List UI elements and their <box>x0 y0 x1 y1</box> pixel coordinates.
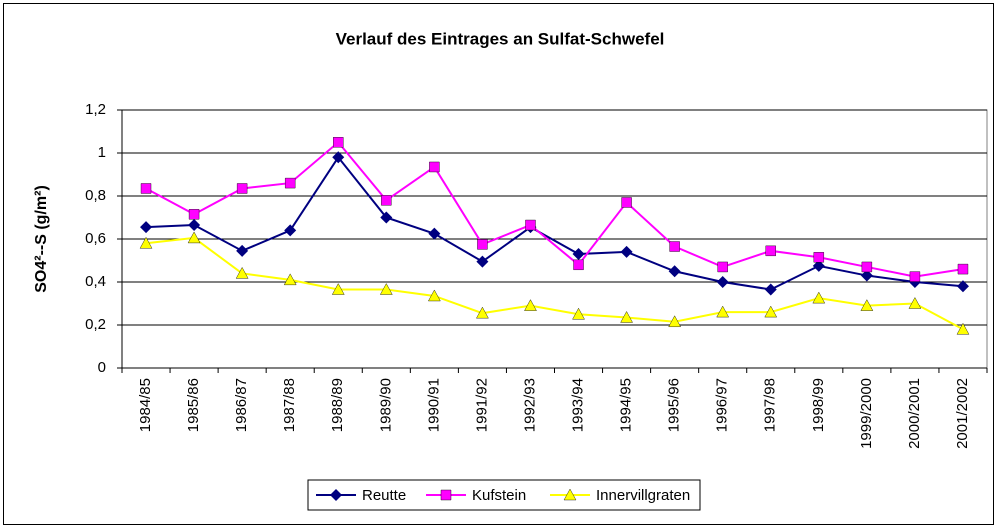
x-tick-label: 1992/93 <box>521 378 538 432</box>
data-point <box>476 306 489 319</box>
x-tick-label: 1996/97 <box>714 378 731 432</box>
x-tick-label: 1991/92 <box>473 378 490 432</box>
data-point <box>236 244 249 257</box>
y-tick-label: 0 <box>98 359 106 376</box>
data-point <box>716 305 730 318</box>
data-point <box>331 283 345 295</box>
legend-label: Reutte <box>362 487 406 504</box>
data-point <box>669 241 680 252</box>
data-point <box>283 273 297 286</box>
data-point <box>428 289 441 302</box>
legend-item: Kufstein <box>426 487 526 504</box>
x-tick-label: 2001/2002 <box>954 378 971 449</box>
data-point <box>236 183 248 194</box>
data-point <box>524 299 537 311</box>
y-tick-label: 0,2 <box>85 316 106 333</box>
x-tick-label: 2000/2001 <box>906 378 923 449</box>
data-point <box>764 305 778 318</box>
series-line <box>145 140 964 278</box>
data-point <box>284 177 296 189</box>
legend-label: Innervillgraten <box>596 487 690 504</box>
data-point <box>812 259 825 272</box>
y-tick-label: 0,6 <box>85 230 106 247</box>
x-tick-label: 1988/89 <box>329 378 346 432</box>
series-line <box>145 155 964 291</box>
data-point <box>428 227 441 240</box>
data-point <box>379 283 393 295</box>
data-point <box>284 224 297 237</box>
data-point <box>956 322 970 335</box>
data-point <box>140 221 153 234</box>
chart-title: Verlauf des Eintrages an Sulfat-Schwefel <box>336 29 665 48</box>
data-point <box>187 231 201 244</box>
data-point <box>764 283 777 296</box>
data-point <box>139 236 153 249</box>
data-point <box>572 307 585 320</box>
series-line <box>145 236 964 331</box>
y-tick-label: 0,4 <box>85 273 106 290</box>
data-point <box>188 209 200 220</box>
data-point <box>380 211 393 224</box>
x-tick-label: 1987/88 <box>281 378 298 432</box>
data-point <box>188 219 201 232</box>
x-tick-label: 1997/98 <box>762 378 779 432</box>
data-point <box>908 297 922 309</box>
data-point <box>477 239 488 250</box>
data-point <box>525 219 536 231</box>
legend-label: Kufstein <box>472 487 526 504</box>
y-tick-label: 1,2 <box>85 101 106 118</box>
data-point <box>957 263 969 275</box>
legend-marker <box>330 489 342 501</box>
data-point <box>765 245 776 257</box>
x-tick-label: 1989/90 <box>377 378 394 432</box>
data-point <box>620 245 633 258</box>
data-point <box>572 248 585 261</box>
x-tick-label: 1995/96 <box>666 378 683 432</box>
data-point <box>429 161 440 173</box>
data-point <box>668 265 681 278</box>
data-point <box>812 291 826 304</box>
x-tick-label: 1985/86 <box>185 378 202 432</box>
data-point <box>861 261 873 273</box>
legend-marker <box>563 488 577 501</box>
y-tick-label: 0,8 <box>85 187 106 204</box>
data-point <box>332 151 345 164</box>
data-point <box>813 252 825 263</box>
legend-item: Reutte <box>316 487 406 504</box>
x-tick-label: 1990/91 <box>425 378 442 432</box>
x-tick-label: 1984/85 <box>137 378 154 432</box>
x-tick-label: 1993/94 <box>569 378 586 432</box>
data-point <box>860 299 874 311</box>
data-point <box>235 266 249 279</box>
x-tick-label: 1999/2000 <box>858 378 875 449</box>
data-point <box>717 261 728 273</box>
data-point <box>381 195 392 206</box>
x-tick-label: 1994/95 <box>618 378 635 432</box>
y-tick-label: 1 <box>98 144 106 161</box>
data-point <box>621 197 632 208</box>
data-point <box>668 315 681 327</box>
data-point <box>860 269 873 282</box>
data-point <box>716 276 729 288</box>
data-point <box>573 259 584 270</box>
legend-marker <box>440 489 452 501</box>
data-point <box>956 280 969 293</box>
legend-box <box>307 479 701 511</box>
y-axis-label: SO4²--S (g/m²) <box>33 185 50 293</box>
data-point <box>620 311 633 323</box>
data-point <box>333 137 344 148</box>
data-point <box>909 271 921 282</box>
x-tick-label: 1986/87 <box>233 378 250 432</box>
data-point <box>476 255 489 268</box>
legend-item: Innervillgraten <box>550 487 690 504</box>
x-tick-label: 1998/99 <box>810 378 827 432</box>
data-point <box>140 183 152 194</box>
